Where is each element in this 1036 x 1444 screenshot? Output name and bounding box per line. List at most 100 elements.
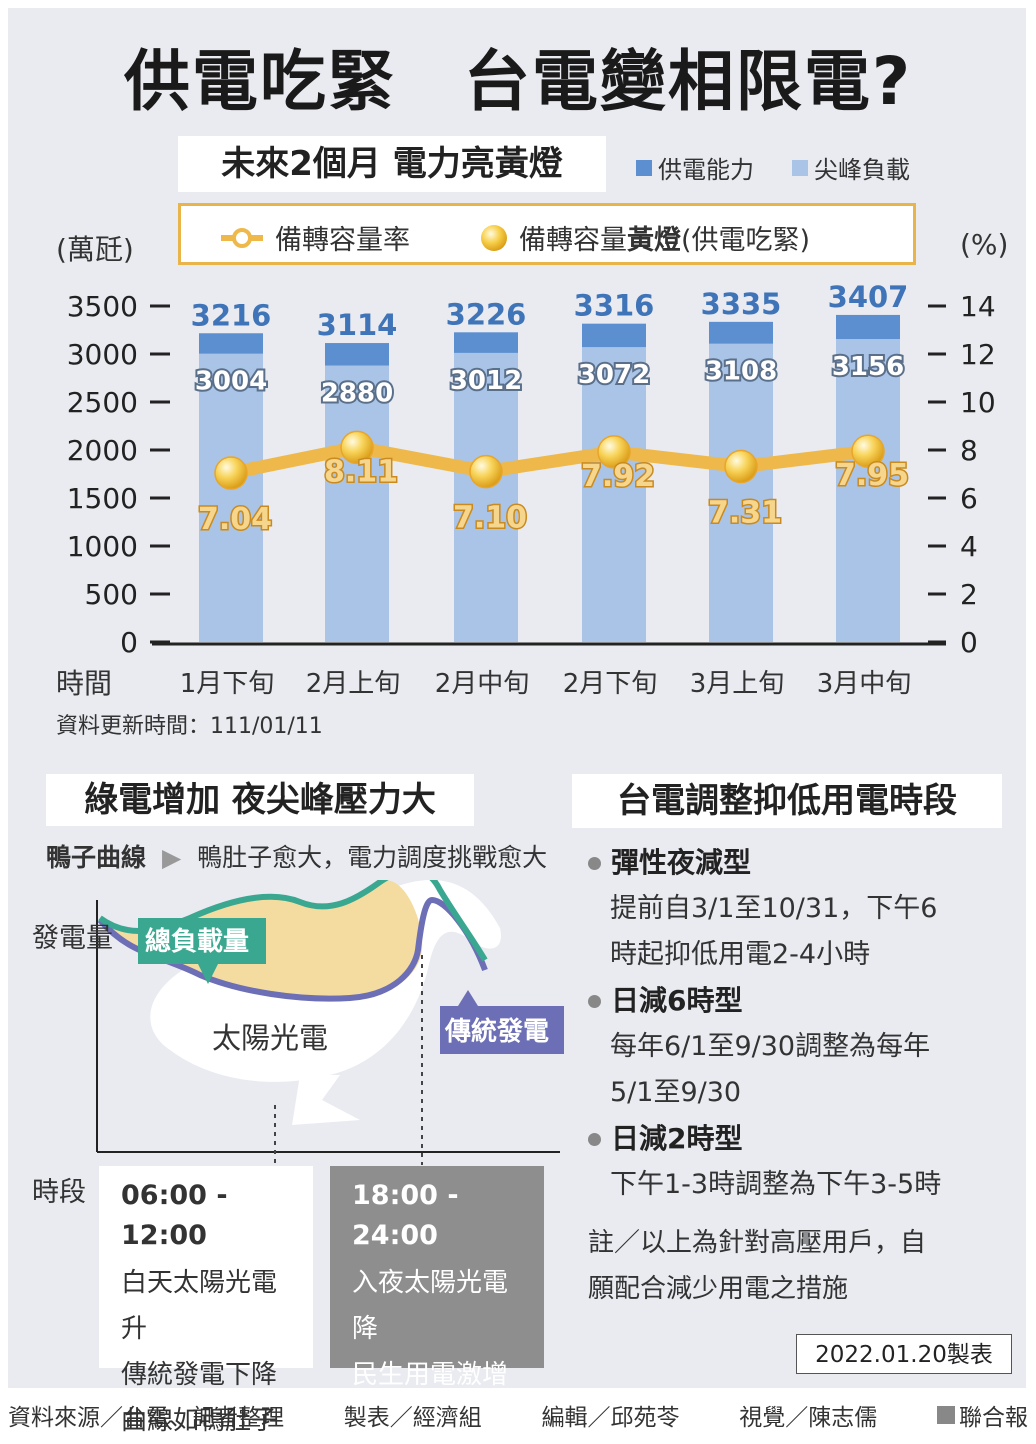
left-tick-label: 500	[85, 578, 138, 611]
x-tick-label: 2月上旬	[306, 669, 401, 699]
supply-value-label: 3216	[191, 298, 272, 332]
period-range: 18:00 - 24:00	[352, 1180, 459, 1251]
policy-note: 註／以上為針對高壓用戶，自 願配合減少用電之措施	[588, 1220, 1008, 1312]
left-axis-unit: (萬瓩)	[56, 233, 134, 266]
legend-yellow-pre: 備轉容量	[519, 225, 627, 256]
legend-yellow-post: (供電吃緊)	[681, 225, 811, 256]
right-axis: 0 2 4 6 8 10 12 14	[928, 290, 996, 659]
yellow-light-point	[724, 449, 758, 484]
period-line: 白天太陽光電升	[121, 1268, 278, 1344]
policy-item-line: 每年6/1至9/30調整為每年	[610, 1031, 931, 1062]
left-tick-label: 0	[120, 626, 138, 659]
policy-item-title: 日減2時型	[611, 1122, 743, 1155]
legend-peak-label: 尖峰負載	[814, 156, 910, 184]
solar-label: 太陽光電	[212, 1021, 328, 1055]
policy-item-line: 5/1至9/30	[610, 1077, 742, 1108]
rate-value-label: 7.31	[708, 496, 782, 531]
yellow-light-icon	[481, 224, 507, 251]
yellow-light-point	[597, 435, 631, 469]
duck-sub-text: 鴨肚子愈大，電力調度挑戰愈大	[197, 843, 548, 872]
left-tick-label: 1000	[67, 530, 138, 563]
peak-value-label: 3004	[195, 367, 267, 397]
supply-value-label: 3335	[701, 287, 782, 321]
left-tick-label: 2500	[67, 386, 138, 419]
rate-legend-box: 備轉容量率 備轉容量黃燈(供電吃緊)	[178, 203, 916, 265]
policy-item: 日減2時型 下午1-3時調整為下午3-5時	[588, 1116, 1008, 1208]
policy-item: 日減6時型 每年6/1至9/30調整為每年 5/1至9/30	[588, 978, 1008, 1116]
triangle-right-icon: ▶	[161, 843, 182, 872]
duck-x-label: 時段	[32, 1177, 86, 1208]
policy-item-line: 下午1-3時調整為下午3-5時	[610, 1169, 942, 1200]
yellow-light-point	[851, 434, 885, 468]
period-line: 民生用電激增	[352, 1360, 509, 1390]
left-tick-label: 3000	[67, 338, 138, 371]
yellow-light-point	[214, 456, 248, 490]
policy-heading: 台電調整抑低用電時段	[572, 774, 1002, 828]
legend-supply: 供電能力	[636, 150, 754, 185]
right-tick-label: 4	[960, 530, 978, 563]
left-tick-label: 1500	[67, 482, 138, 515]
traditional-line	[97, 896, 488, 1002]
right-tick-label: 8	[960, 434, 978, 467]
supply-value-label: 3114	[317, 308, 398, 342]
x-tick-label: 3月上旬	[690, 669, 785, 699]
x-tick-label: 2月中旬	[435, 669, 530, 699]
credit-source: 資料來源／台電、記者整理	[8, 1405, 284, 1431]
rate-value-label: 7.10	[453, 501, 527, 536]
production-date: 2022.01.20製表	[796, 1334, 1012, 1374]
brand-name: 聯合報	[959, 1405, 1028, 1431]
bullet-icon	[588, 994, 601, 1008]
right-tick-label: 2	[960, 578, 978, 611]
period-box-morning: 06:00 - 12:00 白天太陽光電升 傳統發電下降 曲線如鴨肚子	[99, 1166, 313, 1436]
period-line: 傳統發電急升	[352, 1406, 509, 1436]
peak-value-label: 3072	[578, 360, 650, 390]
peak-bar	[836, 339, 900, 642]
x-axis-title: 時間	[56, 667, 112, 700]
rate-line: 7.04 8.11 7.10 7.92 7.31 7.95	[196, 430, 911, 539]
policy-list: 彈性夜減型 提前自3/1至10/31，下午6 時起抑低用電2-4小時 日減6時型…	[588, 840, 1008, 1312]
peak-bar	[325, 365, 389, 642]
peak-value-label: 3156	[832, 352, 904, 382]
total-load-callout: 總負載量	[138, 918, 266, 984]
peak-bar	[582, 347, 646, 642]
credits-bar: 資料來源／台電、記者整理 製表／經濟組 編輯／邱苑苓 視覺／陳志儒 聯合報	[8, 1398, 1028, 1432]
rate-value-label: 7.92	[581, 459, 655, 494]
right-tick-label: 10	[960, 386, 996, 419]
duck-chart: 太陽光電 總負載量 傳統發電	[96, 880, 564, 1165]
period-range: 06:00 - 12:00	[121, 1180, 228, 1251]
yellow-light-point	[340, 430, 374, 465]
policy-item-line: 提前自3/1至10/31，下午6	[610, 893, 938, 924]
bullet-icon	[588, 1132, 601, 1146]
duck-heading: 綠電增加 夜尖峰壓力大	[46, 774, 474, 826]
left-axis: 0 500 1000 1500 2000 2500 3000 3500	[67, 290, 170, 659]
duck-y-label: 發電量	[32, 923, 113, 954]
period-line: 曲線如鴨肚子	[121, 1406, 278, 1436]
rate-line-icon	[221, 227, 263, 248]
supply-value-label: 3316	[574, 289, 655, 323]
right-tick-label: 14	[960, 290, 996, 323]
chart-subtitle: 未來2個月 電力亮黃燈	[178, 136, 606, 192]
right-tick-label: 12	[960, 338, 996, 371]
peak-bar	[199, 353, 263, 642]
traditional-label: 傳統發電	[444, 1016, 549, 1047]
rate-value-label: 7.04	[198, 502, 272, 537]
peak-value-label: 3108	[705, 357, 777, 387]
rate-polyline	[229, 440, 869, 480]
peak-value-label: 3012	[450, 366, 522, 396]
duck-subheading: 鴨子曲線 ▶ 鴨肚子愈大，電力調度挑戰愈大	[46, 838, 547, 874]
legend-supply-swatch	[636, 159, 652, 176]
total-load-label: 總負載量	[145, 926, 249, 957]
policy-item-title: 彈性夜減型	[611, 846, 752, 879]
bars: 3216 3004 3114 2880 3226 3012 3316 3072 3335 3108…	[191, 280, 909, 642]
bullet-icon	[588, 856, 601, 870]
credit-editor: 編輯／邱苑苓	[541, 1405, 680, 1431]
period-line: 傳統發電下降	[121, 1360, 278, 1390]
legend-peak-swatch	[792, 159, 808, 176]
legend-yellow: 備轉容量黃燈(供電吃緊)	[479, 218, 810, 257]
peak-bar	[454, 352, 518, 642]
update-note: 資料更新時間：111/01/11	[56, 714, 323, 739]
legend-rate: 備轉容量率	[219, 218, 410, 257]
peak-bar	[709, 343, 773, 642]
legend-supply-label: 供電能力	[658, 156, 754, 184]
supply-value-label: 3407	[828, 280, 909, 314]
